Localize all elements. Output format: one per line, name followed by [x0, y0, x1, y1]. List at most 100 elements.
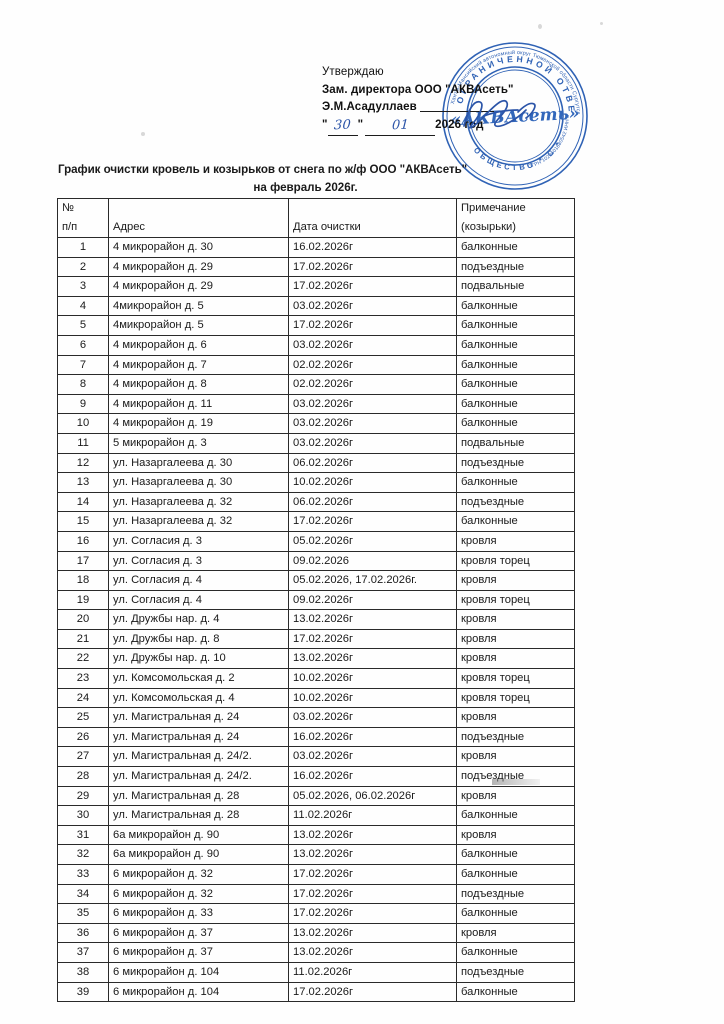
quote-open: " — [322, 118, 328, 131]
date-day-field: 30 — [327, 117, 358, 136]
cell-date: 03.02.2026г — [288, 707, 457, 728]
date-year-text: 2026 год — [435, 118, 484, 131]
table-row: 27 ул. Магистральная д. 24/2. 03.02.2026г к… — [57, 746, 575, 768]
cell-address: ул. Дружбы нар. д. 4 — [108, 609, 289, 630]
cell-note: подъездные — [456, 726, 575, 748]
cell-address: ул. Магистральная д. 28 — [108, 785, 289, 807]
cell-number: 18 — [57, 570, 109, 591]
table-row: 35 6 микрорайон д. 33 17.02.2026г балконные — [57, 903, 575, 924]
cell-date: 16.02.2026г — [288, 726, 457, 748]
table-row: 24 ул. Комсомольская д. 4 10.02.2026г кровл… — [57, 687, 575, 709]
cell-date: 03.02.2026г — [288, 746, 457, 768]
cell-date: 09.02.2026г — [288, 589, 457, 611]
cell-address: 4 микрорайон д. 29 — [108, 256, 289, 278]
header-date-line1 — [288, 198, 457, 218]
table-row: 32 6а микрорайон д. 90 13.02.2026г балконны… — [57, 844, 575, 865]
cell-address: ул. Комсомольская д. 2 — [108, 668, 289, 689]
cell-note: балконные — [456, 374, 575, 395]
cell-number: 13 — [57, 472, 109, 493]
cell-date: 17.02.2026г — [288, 256, 457, 278]
document-title-line2: на февраль 2026г. — [253, 181, 358, 194]
cell-note: балконные — [456, 942, 575, 963]
scan-speck — [141, 132, 145, 136]
table-row: 15 ул. Назаргалеева д. 32 17.02.2026г балко… — [57, 511, 575, 532]
cell-address: 4микрорайон д. 5 — [108, 315, 289, 336]
cell-date: 11.02.2026г — [288, 961, 457, 983]
cell-number: 7 — [57, 354, 109, 376]
cell-note: балконные — [456, 295, 575, 317]
cell-address: ул. Назаргалеева д. 30 — [108, 452, 289, 474]
cell-address: ул. Назаргалеева д. 32 — [108, 491, 289, 513]
cell-note: кровля — [456, 707, 575, 728]
table-header-row-1: № Примечание — [57, 198, 575, 218]
approval-line-name: Э.М.Асадуллаев — [322, 99, 582, 117]
cell-date: 17.02.2026г — [288, 276, 457, 297]
cell-note: подъездные — [456, 491, 575, 513]
cell-note: подъездные — [456, 883, 575, 905]
cell-note: кровля — [456, 746, 575, 768]
cell-note: кровля — [456, 628, 575, 650]
cell-date: 17.02.2026г — [288, 511, 457, 532]
table-row: 18 ул. Согласия д. 4 05.02.2026, 17.02.202… — [57, 570, 575, 591]
table-row: 12 ул. Назаргалеева д. 30 06.02.2026г подъе… — [57, 452, 575, 474]
cell-address: 4 микрорайон д. 11 — [108, 393, 289, 415]
cell-address: ул. Магистральная д. 28 — [108, 805, 289, 826]
table-header-row-2: п/п Адрес Дата очистки (козырьки) — [57, 218, 575, 238]
cell-number: 38 — [57, 961, 109, 983]
cell-date: 17.02.2026г — [288, 628, 457, 650]
cell-number: 26 — [57, 726, 109, 748]
cell-date: 02.02.2026г — [288, 354, 457, 376]
approval-date-line: " 30 " 01 2026 год — [322, 117, 582, 136]
cell-address: 5 микрорайон д. 3 — [108, 432, 289, 454]
cell-date: 05.02.2026г — [288, 530, 457, 552]
cell-address: 6а микрорайон д. 90 — [108, 824, 289, 846]
cell-number: 25 — [57, 707, 109, 728]
cell-address: 4микрорайон д. 5 — [108, 295, 289, 317]
cell-number: 29 — [57, 785, 109, 807]
cell-address: ул. Согласия д. 4 — [108, 589, 289, 611]
approval-line-position: Зам. директора ООО "АКВАсеть" — [322, 83, 514, 96]
cell-note: кровля торец — [456, 687, 575, 709]
table-row: 11 5 микрорайон д. 3 03.02.2026г подвальные — [57, 432, 575, 454]
table-row: 4 4микрорайон д. 5 03.02.2026г балконные — [57, 295, 575, 317]
cell-number: 21 — [57, 628, 109, 650]
header-note-line1: Примечание — [456, 198, 575, 218]
cell-address: 4 микрорайон д. 7 — [108, 354, 289, 376]
cell-note: подъездные — [456, 452, 575, 474]
cell-date: 13.02.2026г — [288, 824, 457, 846]
cell-address: 4 микрорайон д. 19 — [108, 413, 289, 434]
table-row: 14 ул. Назаргалеева д. 32 06.02.2026г подъе… — [57, 491, 575, 513]
cell-address: 4 микрорайон д. 29 — [108, 276, 289, 297]
table-row: 26 ул. Магистральная д. 24 16.02.2026г подъ… — [57, 726, 575, 748]
cell-note: кровля — [456, 570, 575, 591]
table-row: 34 6 микрорайон д. 32 17.02.2026г подъездны… — [57, 883, 575, 905]
cell-address: 6 микрорайон д. 37 — [108, 922, 289, 944]
cell-date: 11.02.2026г — [288, 805, 457, 826]
cell-date: 06.02.2026г — [288, 491, 457, 513]
table-row: 29 ул. Магистральная д. 28 05.02.2026, 06.… — [57, 785, 575, 807]
cell-number: 23 — [57, 668, 109, 689]
cell-number: 32 — [57, 844, 109, 865]
cell-address: ул. Магистральная д. 24/2. — [108, 766, 289, 787]
cell-address: 6 микрорайон д. 32 — [108, 864, 289, 885]
approval-name-text: Э.М.Асадуллаев — [322, 101, 417, 113]
cell-note: балконные — [456, 237, 575, 258]
cell-note: балконные — [456, 844, 575, 865]
table-row: 33 6 микрорайон д. 32 17.02.2026г балконные — [57, 864, 575, 885]
cell-date: 03.02.2026г — [288, 334, 457, 356]
cell-number: 17 — [57, 550, 109, 572]
cell-address: ул. Согласия д. 3 — [108, 550, 289, 572]
table-row: 21 ул. Дружбы нар. д. 8 17.02.2026г кровля — [57, 628, 575, 650]
cell-number: 24 — [57, 687, 109, 709]
cell-note: балконные — [456, 315, 575, 336]
cell-number: 28 — [57, 766, 109, 787]
table-row: 5 4микрорайон д. 5 17.02.2026г балконные — [57, 315, 575, 336]
cell-address: ул. Согласия д. 4 — [108, 570, 289, 591]
cell-number: 27 — [57, 746, 109, 768]
